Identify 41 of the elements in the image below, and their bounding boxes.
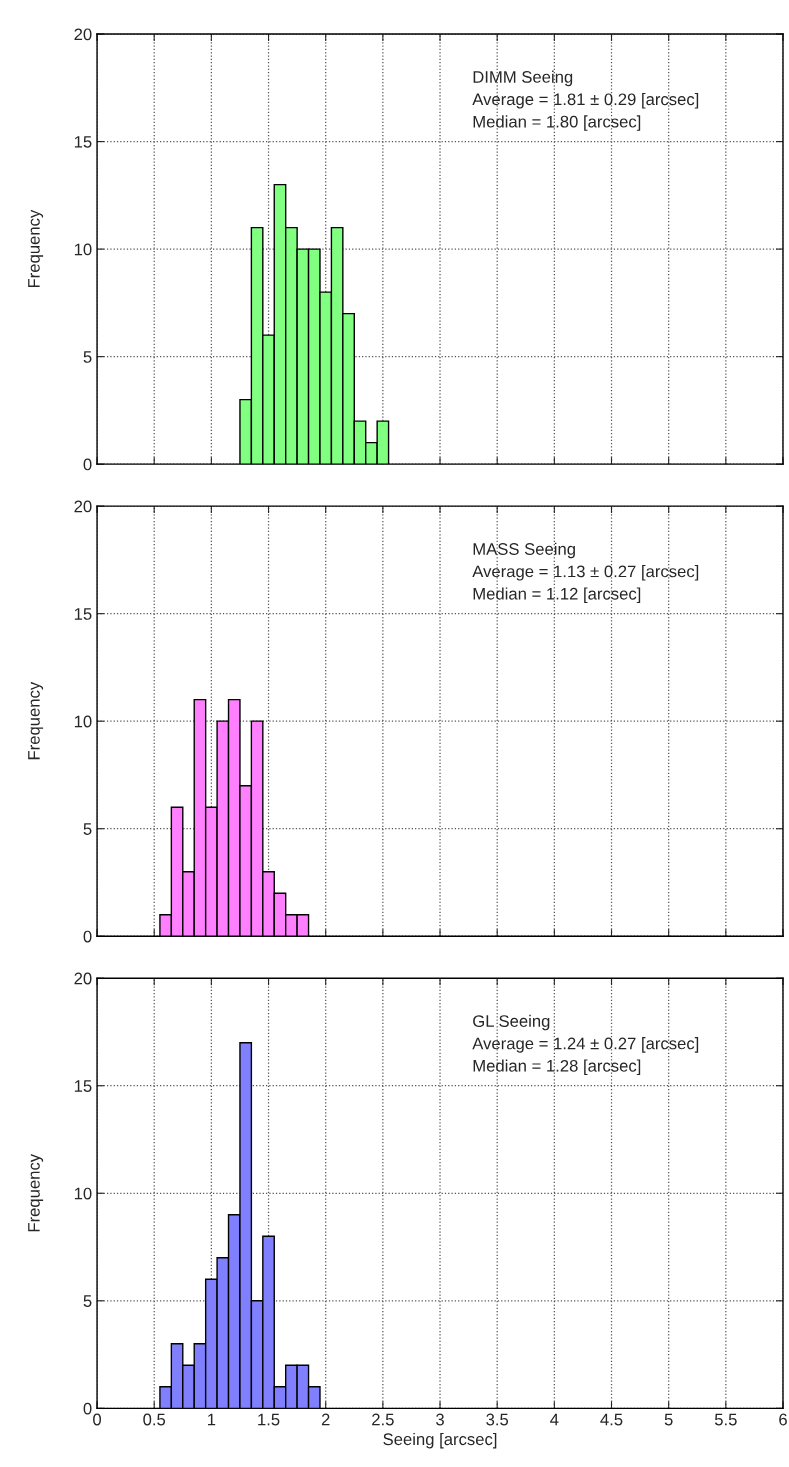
annotation: Average = 1.81 ± 0.29 [arcsec] bbox=[472, 92, 699, 109]
y-tick-label: 5 bbox=[83, 823, 92, 835]
x-tick-label: 2.5 bbox=[372, 1413, 394, 1426]
y-tick-label: 0 bbox=[83, 930, 92, 943]
x-tick-label: 2 bbox=[321, 1413, 330, 1426]
x-tick-label: 6 bbox=[779, 1413, 787, 1426]
x-tick-label: 5.5 bbox=[714, 1413, 737, 1426]
y-axis-title: Frequency bbox=[28, 1153, 44, 1232]
annotation: GL Seeing bbox=[473, 1014, 550, 1031]
y-tick-label: 20 bbox=[74, 972, 92, 985]
x-tick-label: 0 bbox=[93, 1413, 102, 1426]
y-tick-label: 5 bbox=[83, 1295, 92, 1307]
y-tick-label: 20 bbox=[74, 28, 92, 41]
x-tick-label: 3 bbox=[436, 1413, 444, 1426]
y-tick-label: 15 bbox=[74, 608, 92, 620]
y-tick-label: 15 bbox=[74, 1080, 92, 1092]
annotation: Median = 1.12 [arcsec] bbox=[473, 587, 641, 603]
x-tick-label: 0.5 bbox=[143, 1413, 166, 1426]
y-axis-title: Frequency bbox=[28, 209, 44, 288]
annotation: DIMM Seeing bbox=[473, 70, 573, 87]
y-tick-label: 10 bbox=[74, 1187, 92, 1200]
x-tick-label: 3.5 bbox=[486, 1413, 509, 1426]
y-tick-label: 10 bbox=[74, 715, 92, 728]
y-tick-label: 20 bbox=[74, 500, 92, 513]
x-tick-label: 4 bbox=[550, 1413, 559, 1426]
y-axis-title: Frequency bbox=[28, 681, 44, 760]
x-tick-label: 1 bbox=[208, 1413, 216, 1426]
annotation: Average = 1.13 ± 0.27 [arcsec] bbox=[472, 565, 699, 581]
annotation: MASS Seeing bbox=[473, 542, 575, 559]
annotation: Average = 1.24 ± 0.27 [arcsec] bbox=[472, 1037, 699, 1053]
x-tick-label: 1.5 bbox=[258, 1413, 280, 1426]
x-axis-title: Seeing [arcsec] bbox=[383, 1432, 497, 1449]
y-tick-label: 5 bbox=[83, 351, 92, 363]
y-tick-label: 0 bbox=[83, 1402, 92, 1415]
x-tick-label: 4.5 bbox=[600, 1413, 623, 1426]
y-tick-label: 10 bbox=[74, 243, 92, 256]
y-tick-label: 0 bbox=[83, 458, 92, 471]
y-tick-label: 15 bbox=[74, 136, 92, 148]
annotation: Median = 1.80 [arcsec] bbox=[473, 115, 641, 131]
x-tick-label: 5 bbox=[664, 1413, 673, 1426]
annotation: Median = 1.28 [arcsec] bbox=[473, 1059, 641, 1076]
